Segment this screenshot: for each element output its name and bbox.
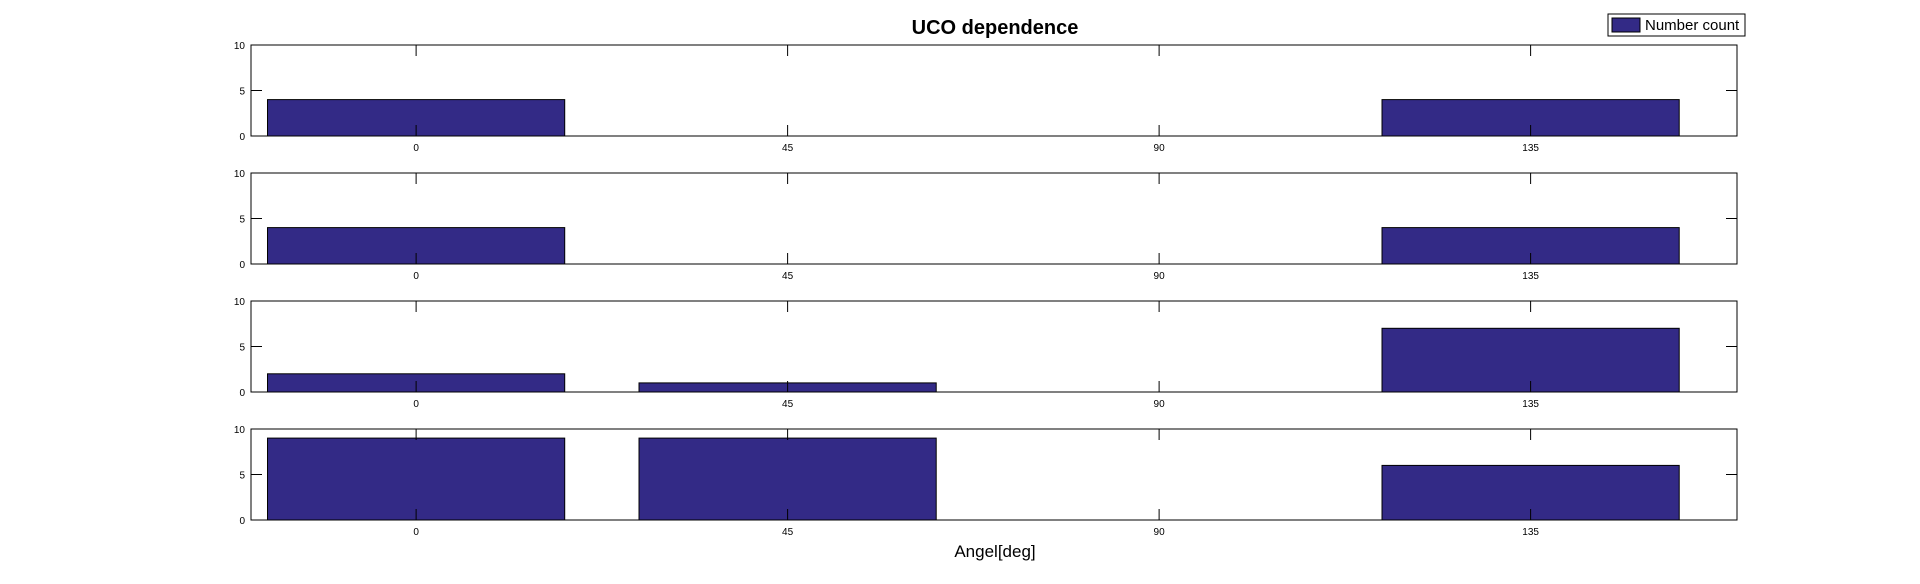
subplot-2: 0 45 90 135 0 5 10 — [234, 169, 1738, 282]
x-tick-label: 45 — [782, 271, 794, 282]
y-tick-label: 10 — [234, 169, 246, 180]
legend-box — [1607, 13, 1746, 37]
x-tick-label: 0 — [413, 399, 419, 410]
x-axis-label: Angel[deg] — [954, 542, 1035, 561]
legend-swatch — [1611, 17, 1641, 33]
y-tick-label: 0 — [239, 388, 245, 399]
x-tick-label: 90 — [1154, 271, 1166, 282]
x-tick-label: 135 — [1522, 271, 1539, 282]
chart-title: UCO dependence — [912, 17, 1079, 39]
x-tick-label: 0 — [413, 271, 419, 282]
x-tick-label: 135 — [1522, 399, 1539, 410]
subplots: 0 45 90 135 0 5 10 0 45 90 135 0 5 10 0 45 90 135 0 5 10 0 45 9… — [234, 41, 1738, 538]
subplot-3: 0 45 90 135 0 5 10 — [234, 297, 1738, 410]
x-tick-label: 90 — [1154, 143, 1166, 154]
x-tick-label: 45 — [782, 399, 794, 410]
subplot-1: 0 45 90 135 0 5 10 — [234, 41, 1738, 154]
x-tick-label: 0 — [413, 527, 419, 538]
x-tick-label: 135 — [1522, 143, 1539, 154]
subplot-4: 0 45 90 135 0 5 10 — [234, 425, 1738, 538]
x-tick-label: 45 — [782, 143, 794, 154]
legend: Number count — [1607, 13, 1746, 37]
bar-0 — [267, 437, 566, 521]
x-tick-label: 90 — [1154, 527, 1166, 538]
y-tick-label: 0 — [239, 260, 245, 271]
y-tick-label: 10 — [234, 297, 246, 308]
y-tick-label: 10 — [234, 41, 246, 52]
x-tick-label: 45 — [782, 527, 794, 538]
legend-label: Number count — [1645, 17, 1740, 34]
y-tick-label: 5 — [239, 87, 245, 98]
y-tick-label: 5 — [239, 215, 245, 226]
y-tick-label: 5 — [239, 343, 245, 354]
y-tick-label: 0 — [239, 516, 245, 527]
y-tick-label: 5 — [239, 471, 245, 482]
x-tick-label: 90 — [1154, 399, 1166, 410]
x-tick-label: 135 — [1522, 527, 1539, 538]
bar-45 — [638, 437, 937, 521]
y-tick-label: 10 — [234, 425, 246, 436]
x-tick-label: 0 — [413, 143, 419, 154]
y-tick-label: 0 — [239, 132, 245, 143]
